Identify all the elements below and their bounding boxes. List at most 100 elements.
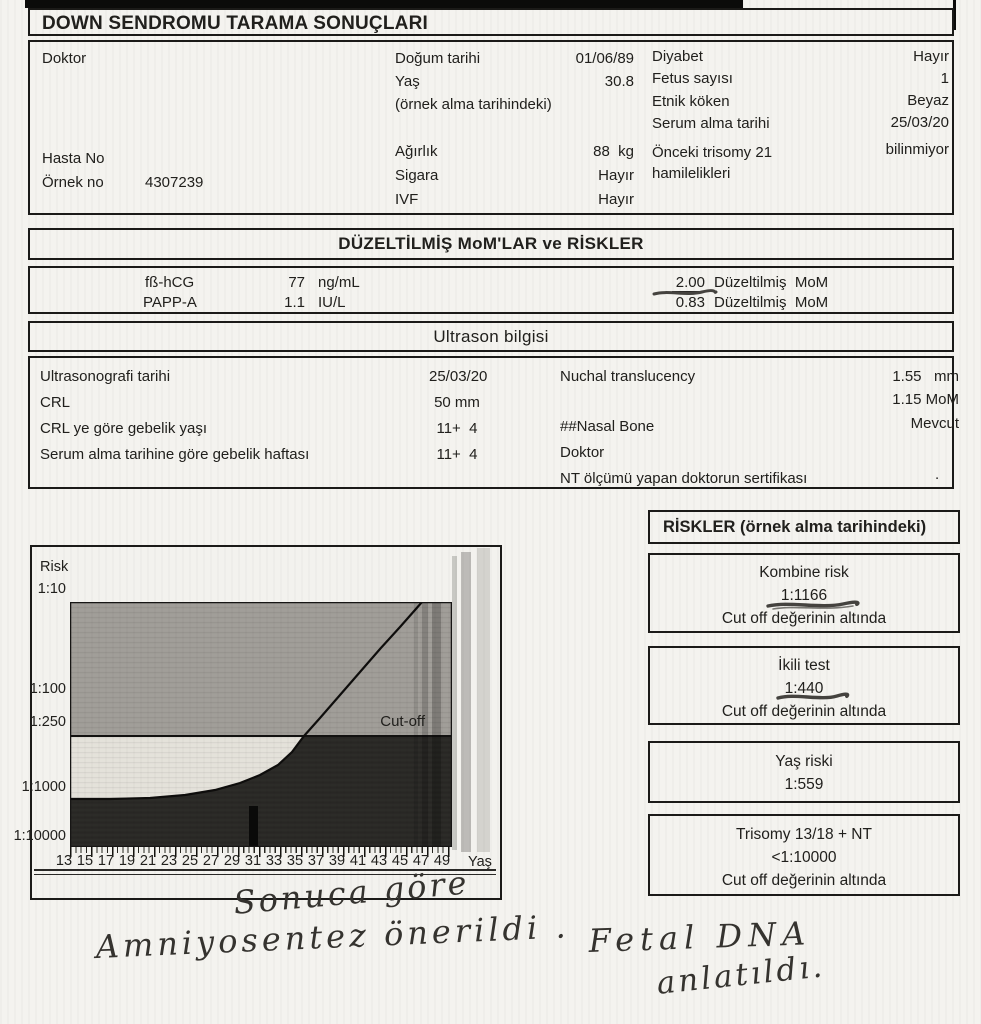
riskler-title: RİSKLER (örnek alma tarihindeki): [663, 518, 927, 536]
row-value: 01/06/89: [575, 50, 634, 67]
risk-box-yas-riski: Yaş riski 1:559: [648, 741, 960, 803]
x-tick-label: 39: [328, 853, 346, 869]
row-value: 11+ 4: [436, 420, 478, 437]
row-label: Nuchal translucency: [560, 368, 696, 385]
ornek-no-value: 4307239: [145, 174, 204, 191]
row-label: Ağırlık: [395, 143, 438, 160]
x-tick-label: 43: [370, 853, 388, 869]
ornek-no-label: Örnek no: [42, 174, 104, 191]
x-tick-label: 21: [139, 853, 157, 869]
cutoff-line: [70, 735, 452, 737]
x-tick-label: 19: [118, 853, 136, 869]
row-label: Serum alma tarihine göre gebelik haftası: [40, 446, 310, 463]
x-axis-ruler: [70, 847, 452, 857]
y-tick-label: 1:10: [37, 581, 66, 597]
report-title-box: DOWN SENDROMU TARAMA SONUÇLARI: [28, 8, 954, 36]
row-value: Hayır: [598, 191, 634, 208]
mom-value: 2.00: [672, 274, 705, 292]
x-tick-label: 23: [160, 853, 178, 869]
row-label: Önceki trisomy 21 hamilelikleri: [652, 144, 773, 182]
y-tick-label: 1:250: [29, 714, 66, 730]
x-tick-label: 37: [307, 853, 325, 869]
risk-age-chart: Risk 1:10 1:100 1:250 1:1000 1:10000 Cut-off…: [14, 545, 502, 900]
mom-value: 0.83: [675, 294, 705, 311]
risk-title: Trisomy 13/18 + NT: [736, 826, 872, 843]
analyte-name: fß-hCG: [145, 274, 195, 291]
x-tick-label: 45: [391, 853, 409, 869]
analyte-value: 1.1: [284, 294, 305, 311]
row-value: Mevcut: [910, 415, 959, 432]
mom-values-box: fß-hCG 77 ng/mL 2.00 Düzeltilmiş MoM PAP…: [28, 266, 954, 314]
chart-x-axis-title: Yaş: [468, 854, 492, 870]
age-marker-bar: [249, 806, 258, 847]
chart-y-ticks: 1:10 1:100 1:250 1:1000 1:10000: [14, 547, 66, 898]
risk-value: 1:440: [784, 680, 824, 697]
risk-note: Cut off değerinin altında: [721, 703, 887, 720]
x-tick-label: 47: [412, 853, 430, 869]
scan-streak: [414, 602, 418, 847]
risk-value: 1:1166: [780, 587, 828, 604]
row-label: CRL: [40, 394, 71, 411]
row-label: Yaş: [395, 73, 420, 90]
x-tick-label: 13: [55, 853, 73, 869]
scan-streak: [422, 602, 428, 847]
scan-edge-line-right: [953, 0, 956, 30]
risk-box-ikili-test: İkili test 1:440 Cut off değerinin altın…: [648, 646, 960, 725]
row-value: bilinmiyor: [885, 141, 949, 158]
mom-section-header-box: DÜZELTİLMİŞ MoM'LAR ve RİSKLER: [28, 228, 954, 260]
risk-title: Kombine risk: [759, 564, 849, 581]
hasta-no-label: Hasta No: [42, 150, 105, 167]
row-value: 50 mm: [434, 394, 480, 411]
row-value: 1.15 MoM: [892, 391, 959, 408]
risk-value: <1:10000: [771, 849, 837, 866]
row-label: Doğum tarihi: [395, 50, 481, 67]
row-label: Diyabet: [652, 48, 703, 65]
risk-value: 1:559: [784, 776, 824, 793]
row-value: 25/03/20: [429, 368, 488, 385]
row-label: (örnek alma tarihindeki): [395, 96, 552, 113]
pen-underline-mark: [652, 289, 718, 296]
row-value: 11+ 4: [436, 446, 478, 463]
analyte-unit: ng/mL: [318, 274, 360, 291]
axis-underline: [34, 869, 496, 875]
row-value: 1: [940, 70, 949, 87]
risk-note: Cut off değerinin altında: [721, 610, 887, 627]
chart-plot: [70, 602, 452, 847]
risk-title: Yaş riski: [775, 753, 833, 770]
x-tick-label: 29: [223, 853, 241, 869]
doktor-label: Doktor: [42, 50, 87, 67]
row-value: Hayır: [913, 48, 949, 65]
row-value: Beyaz: [907, 92, 949, 109]
mom-label: Düzeltilmiş MoM: [714, 294, 829, 311]
x-axis-labels: 13 15 17 19 21 23 25 27 29 31 33 35 37 39 41 43 45 47 49: [32, 853, 500, 871]
x-tick-label: 49: [433, 853, 451, 869]
y-tick-label: 1:10000: [13, 828, 66, 844]
row-label: Ultrasonografi tarihi: [40, 368, 171, 385]
risk-box-kombine: Kombine risk 1:1166 Cut off değerinin al…: [648, 553, 960, 633]
row-value: 88 kg: [593, 143, 634, 160]
handwritten-note-line2: Amniyosentez önerildi .: [95, 907, 571, 966]
row-label: Fetus sayısı: [652, 70, 733, 87]
row-value: 1.55 mm: [892, 368, 959, 385]
risk-title: İkili test: [778, 657, 830, 674]
ultrason-header-box: Ultrason bilgisi: [28, 321, 954, 352]
x-tick-label: 27: [202, 853, 220, 869]
scan-edge-strip-top: [25, 0, 743, 8]
y-tick-label: 1:100: [29, 681, 66, 697]
x-tick-label: 25: [181, 853, 199, 869]
row-label: ##Nasal Bone: [560, 418, 655, 435]
y-tick-label: 1:1000: [21, 779, 66, 795]
row-label: Sigara: [395, 167, 439, 184]
x-tick-label: 15: [76, 853, 94, 869]
riskler-header-box: RİSKLER (örnek alma tarihindeki): [648, 510, 960, 544]
row-value: .: [935, 466, 940, 483]
chart-y-axis-title: Risk: [40, 559, 69, 575]
mom-label: Düzeltilmiş MoM: [714, 274, 829, 291]
x-tick-label: 17: [97, 853, 115, 869]
scan-streak: [432, 602, 441, 847]
risk-note: Cut off değerinin altında: [721, 872, 887, 889]
row-value: 25/03/20: [890, 114, 949, 131]
mom-section-title: DÜZELTİLMİŞ MoM'LAR ve RİSKLER: [338, 234, 644, 253]
ultrason-data-box: Ultrasonografi tarihi 25/03/20 CRL 50 mm…: [28, 356, 959, 489]
cutoff-label: Cut-off: [380, 713, 425, 730]
